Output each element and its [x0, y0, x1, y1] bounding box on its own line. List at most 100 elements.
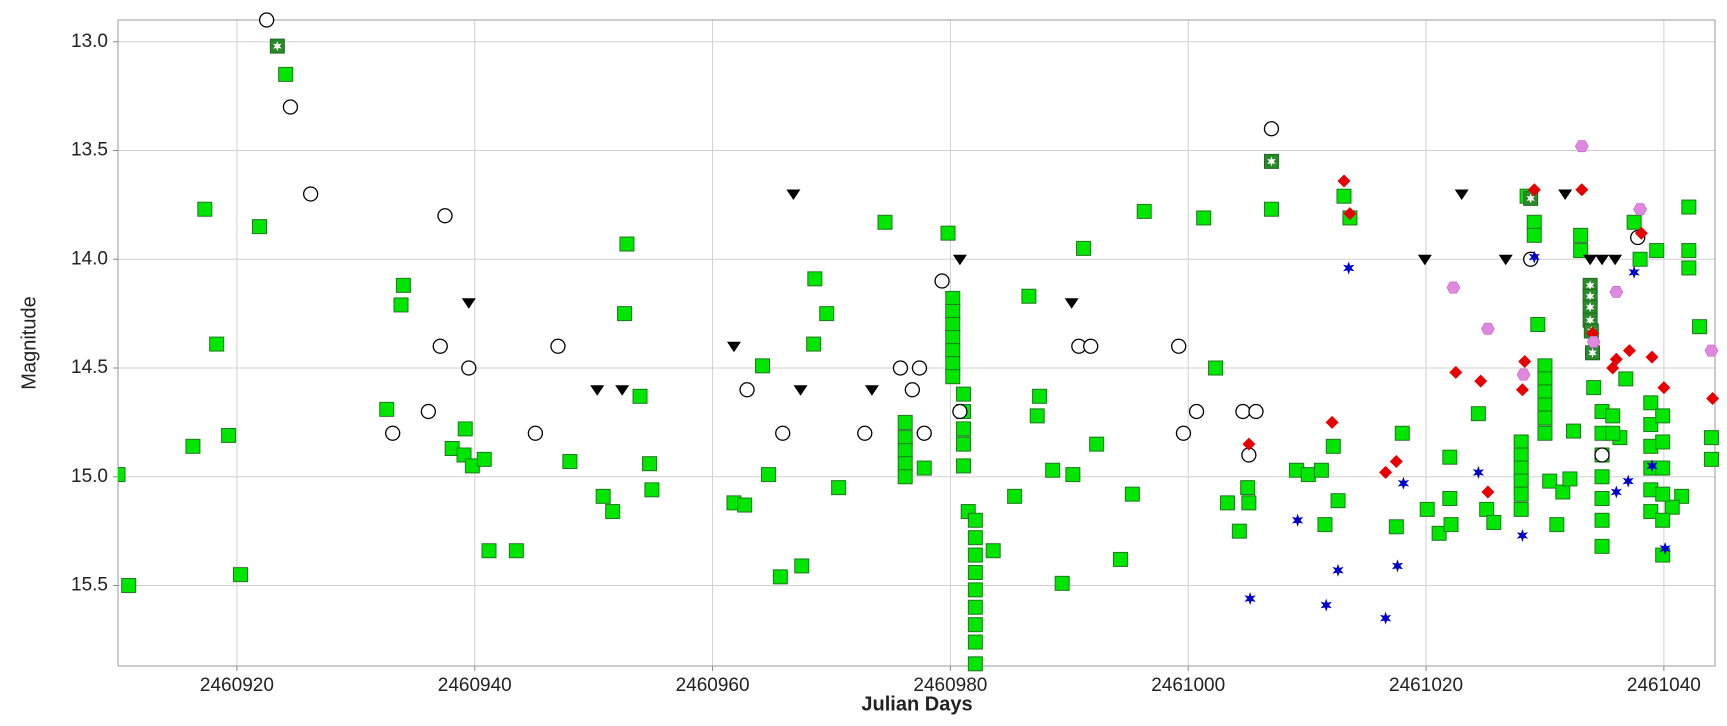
- data-point: [1628, 265, 1640, 279]
- x-tick-label: 2460920: [200, 675, 274, 696]
- data-point: [1513, 434, 1529, 450]
- data-point: [1595, 254, 1610, 266]
- data-point: [904, 382, 920, 398]
- data-point: [615, 385, 630, 396]
- data-point: [1526, 214, 1542, 230]
- data-point: [1681, 199, 1697, 215]
- y-tick-label: 14.5: [71, 357, 108, 378]
- x-tick-label: 2461000: [1151, 675, 1225, 696]
- data-point: [945, 290, 961, 306]
- data-point: [1681, 260, 1697, 276]
- data-point: [967, 530, 983, 546]
- data-point: [807, 271, 823, 287]
- data-point: [1242, 437, 1256, 451]
- data-point: [1583, 254, 1598, 266]
- data-point: [642, 456, 658, 472]
- data-point: [1263, 121, 1280, 137]
- data-point: [1513, 486, 1529, 502]
- x-tick-label: 2461020: [1389, 675, 1463, 696]
- data-point: [793, 385, 808, 396]
- data-point: [857, 425, 873, 441]
- y-tick-label: 13.0: [71, 31, 108, 52]
- data-point: [1632, 251, 1648, 267]
- data-point: [897, 456, 913, 472]
- data-point: [1657, 381, 1671, 395]
- data-point: [1594, 469, 1610, 485]
- marker-star: [1588, 347, 1597, 358]
- data-point: [1655, 460, 1671, 476]
- data-point: [1263, 201, 1279, 217]
- data-point: [1076, 240, 1092, 256]
- marker-star: [1585, 291, 1595, 302]
- data-point: [940, 225, 956, 241]
- data-point: [550, 338, 566, 354]
- data-point: [1626, 214, 1642, 230]
- data-point: [1594, 447, 1610, 463]
- data-point: [967, 582, 983, 598]
- data-point: [1537, 397, 1553, 413]
- data-point: [1643, 504, 1659, 520]
- data-point: [1244, 592, 1256, 606]
- data-point: [1343, 261, 1355, 275]
- data-point: [1664, 499, 1680, 515]
- data-point: [1518, 355, 1532, 368]
- data-point: [1443, 517, 1459, 533]
- data-point: [527, 425, 544, 441]
- data-point: [1610, 485, 1622, 499]
- data-point: [1516, 368, 1531, 381]
- data-point: [1045, 462, 1061, 478]
- data-point: [967, 512, 983, 528]
- data-point: [877, 214, 893, 230]
- data-point: [1527, 183, 1541, 197]
- data-point: [1208, 360, 1224, 376]
- data-point: [1325, 415, 1339, 429]
- data-point: [1622, 344, 1636, 358]
- data-point: [819, 306, 835, 322]
- x-tick-label: 2460980: [913, 675, 987, 696]
- data-point: [1029, 408, 1045, 424]
- y-tick-label: 14.0: [71, 248, 108, 269]
- data-point: [1659, 542, 1671, 555]
- data-point: [1054, 575, 1070, 591]
- data-point: [945, 356, 961, 372]
- data-point: [1007, 488, 1023, 504]
- data-point: [967, 547, 983, 563]
- data-point: [955, 386, 971, 402]
- data-point: [1655, 512, 1671, 528]
- data-point: [1454, 189, 1469, 201]
- data-point: [864, 385, 879, 396]
- data-point: [1389, 455, 1403, 468]
- data-point: [197, 201, 213, 217]
- data-point: [1188, 403, 1205, 420]
- data-point: [1582, 299, 1598, 315]
- data-point: [1585, 345, 1601, 361]
- data-point: [476, 451, 492, 467]
- data-point: [1513, 447, 1529, 463]
- data-point: [1442, 491, 1458, 507]
- data-point: [1643, 417, 1659, 433]
- data-point: [1446, 281, 1461, 294]
- data-point: [955, 458, 971, 474]
- data-point: [1655, 434, 1671, 450]
- data-point: [1431, 525, 1447, 541]
- marker-star: [1267, 156, 1276, 167]
- data-point: [258, 12, 275, 28]
- data-point: [1526, 227, 1542, 243]
- data-point: [1528, 250, 1540, 264]
- data-point: [1330, 493, 1346, 509]
- data-point: [595, 488, 611, 504]
- data-point: [1681, 243, 1697, 259]
- data-point: [1449, 365, 1463, 379]
- data-point: [1486, 514, 1502, 530]
- data-point: [755, 358, 771, 374]
- data-point: [1248, 403, 1264, 420]
- data-point: [432, 338, 448, 354]
- data-point: [385, 425, 401, 441]
- data-point: [1263, 153, 1279, 169]
- data-point: [737, 497, 753, 513]
- data-point: [897, 414, 913, 430]
- data-point: [1343, 207, 1357, 221]
- data-point: [1605, 408, 1621, 424]
- data-point: [1337, 174, 1351, 188]
- data-point: [1542, 473, 1558, 489]
